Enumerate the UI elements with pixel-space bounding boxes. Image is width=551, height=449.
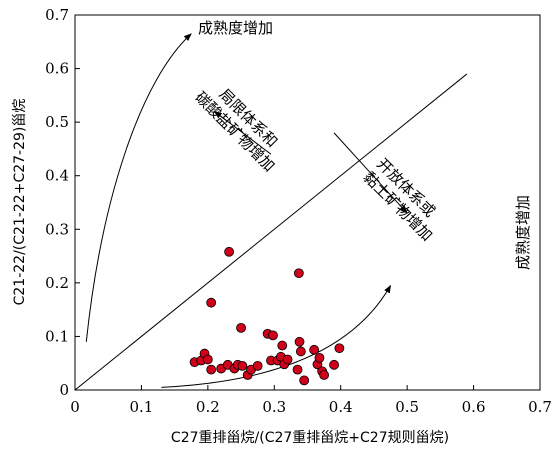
x-tick-label: 0.3 — [262, 398, 286, 416]
diagonal-line — [74, 73, 468, 391]
data-point — [319, 370, 330, 380]
y-tick-label: 0.4 — [45, 167, 69, 185]
x-tick-label: 0.2 — [196, 398, 220, 416]
data-point — [206, 364, 217, 375]
y-tick-label: 0.3 — [45, 220, 69, 238]
x-tick-label: 0.5 — [395, 398, 419, 416]
plot-frame — [74, 14, 541, 391]
x-tick-label: 0.1 — [129, 398, 153, 416]
arrow-up-left — [213, 110, 272, 155]
y-tick-label: 0 — [59, 381, 69, 399]
y-tick-label: 0.5 — [45, 113, 69, 131]
data-point — [309, 344, 320, 355]
y-tick-label: 0.6 — [45, 60, 69, 78]
data-point — [268, 330, 278, 341]
data-point — [294, 336, 305, 347]
data-point — [295, 346, 306, 357]
data-point — [206, 297, 217, 308]
data-point — [277, 340, 288, 351]
y-axis-ticks: 0 0.1 0.2 0.3 0.4 0.5 0.6 0.7 — [45, 6, 80, 399]
right-maturity-label: 成熟度增加 — [514, 195, 532, 270]
data-point — [314, 352, 325, 363]
data-point — [292, 364, 303, 375]
data-point — [282, 354, 293, 365]
data-point — [334, 343, 345, 354]
lower-maturity-curve — [161, 284, 391, 388]
x-tick-label: 0.7 — [528, 398, 551, 416]
data-point — [202, 354, 213, 365]
data-point — [252, 360, 263, 371]
upper-maturity-curve — [85, 33, 192, 342]
x-tick-label: 0 — [70, 398, 80, 416]
data-point — [236, 322, 246, 333]
arrow-down-right — [333, 132, 408, 214]
x-axis-ticks: 0 0.1 0.2 0.3 0.4 0.5 0.6 0.7 — [70, 385, 551, 416]
y-axis-title: C21-22/(C21-22+C27-29)甾烷 — [12, 99, 28, 306]
y-tick-label: 0.7 — [45, 6, 69, 24]
x-axis-title: C27重排甾烷/(C27重排甾烷+C27规则甾烷) — [171, 430, 449, 446]
data-point — [299, 375, 310, 386]
y-tick-label: 0.2 — [45, 274, 69, 292]
data-point — [237, 360, 248, 371]
data-points — [189, 246, 345, 386]
data-point — [329, 359, 339, 370]
data-point — [293, 268, 304, 279]
y-tick-label: 0.1 — [45, 327, 69, 345]
top-maturity-label: 成熟度增加 — [198, 19, 273, 37]
data-point — [224, 246, 235, 257]
x-tick-label: 0.4 — [329, 398, 353, 416]
x-tick-label: 0.6 — [462, 398, 486, 416]
